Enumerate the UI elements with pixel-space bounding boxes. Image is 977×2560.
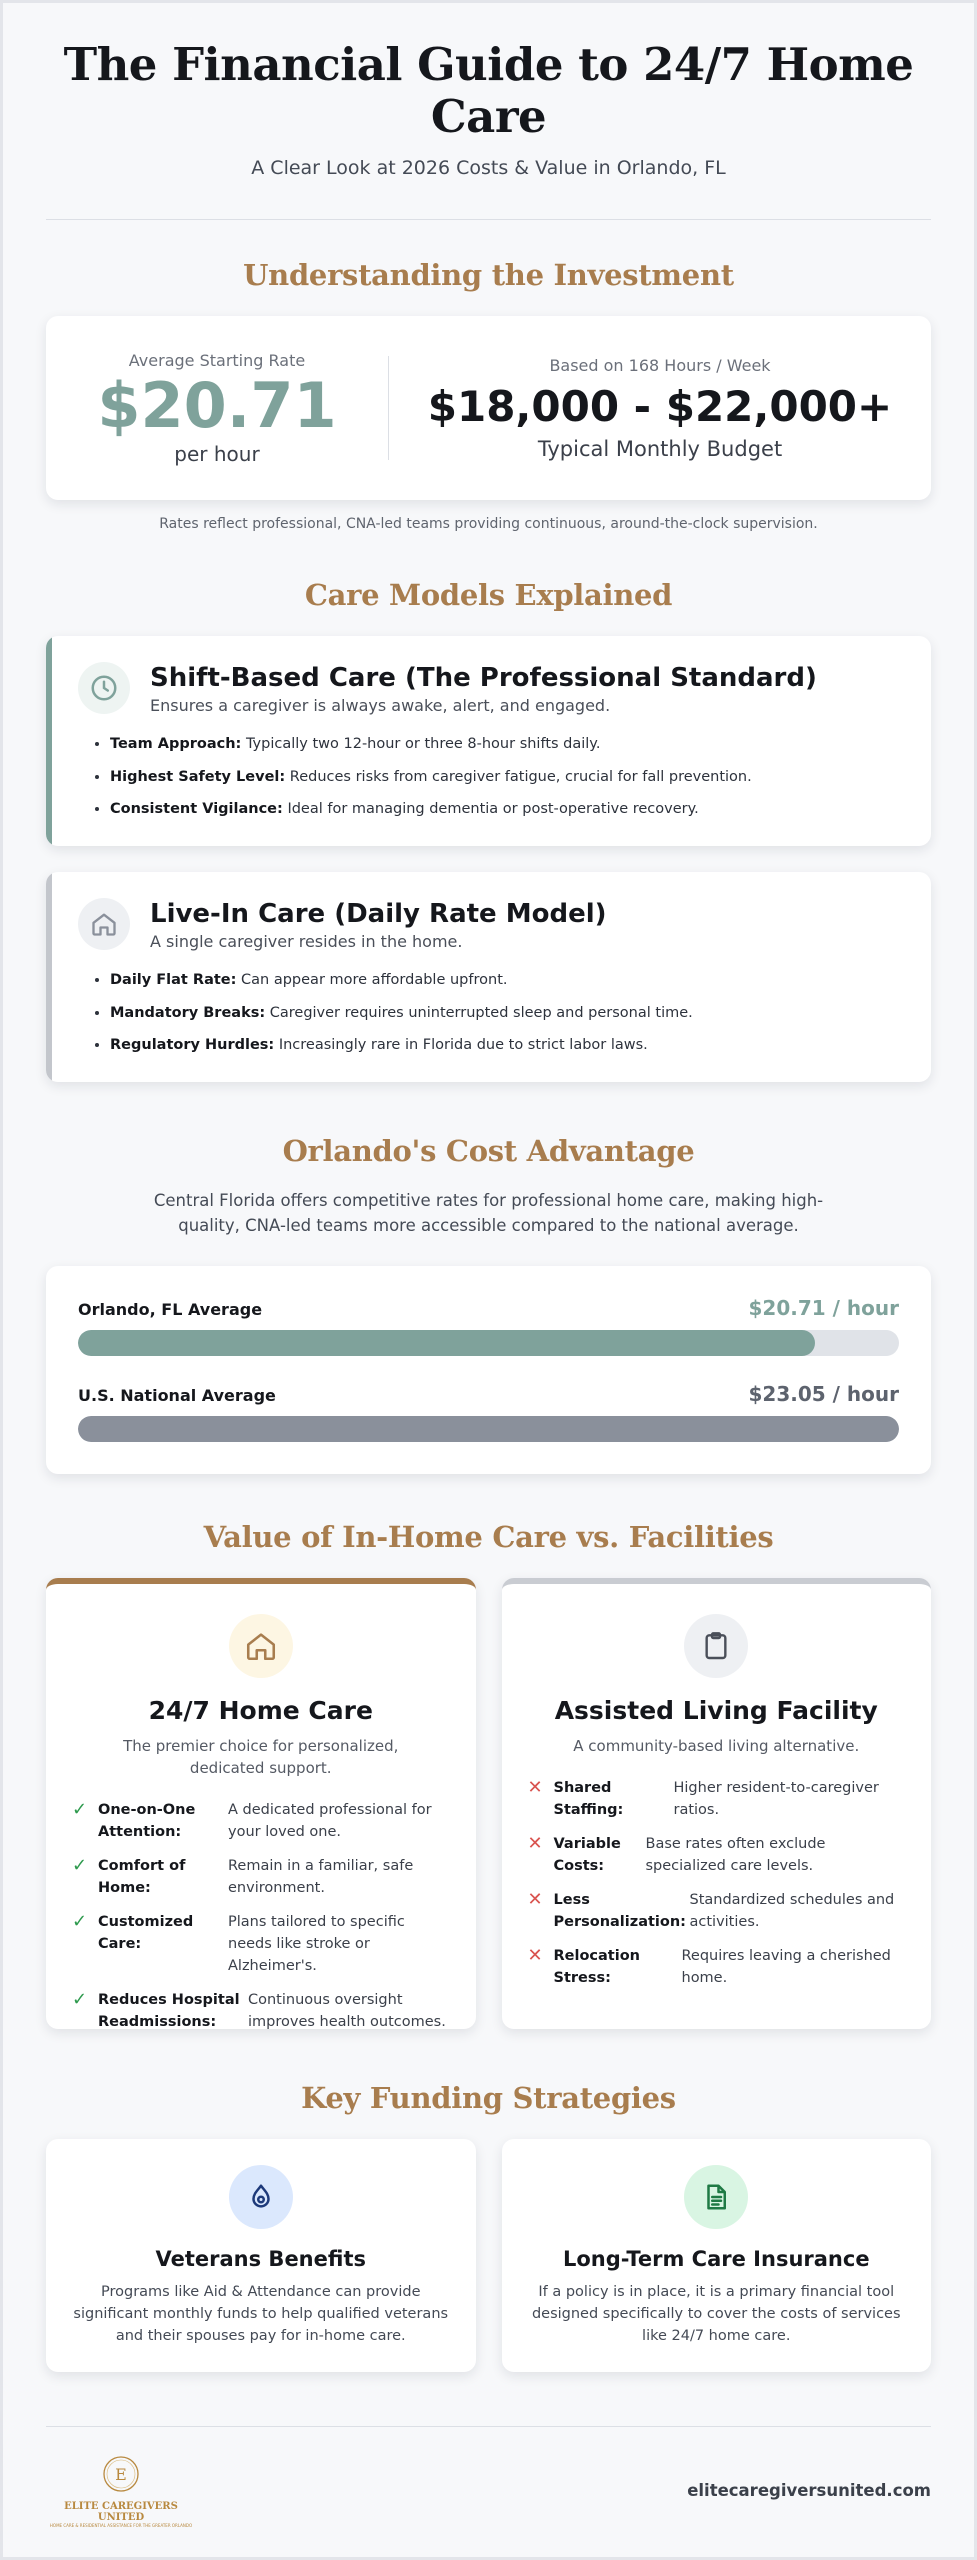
hourly-rate-block: Average Starting Rate $20.71 per hour bbox=[46, 351, 388, 466]
list-item: ✕ Relocation Stress: Requires leaving a … bbox=[527, 1945, 891, 1986]
shift-care-points: Team Approach: Typically two 12-hour or … bbox=[78, 735, 901, 818]
ltc-insurance-text: If a policy is in place, it is a primary… bbox=[531, 2284, 901, 2344]
list-item: ✓ Reduces Hospital Readmissions: Continu… bbox=[72, 1989, 446, 2030]
rate-unit: per hour bbox=[174, 441, 260, 466]
list-item: Consistent Vigilance: Ideal for managing… bbox=[110, 800, 901, 818]
check-icon: ✓ bbox=[72, 1799, 88, 1820]
live-in-care-tagline: A single caregiver resides in the home. bbox=[150, 932, 463, 951]
cost-advantage-title: Orlando's Cost Advantage bbox=[282, 1134, 695, 1168]
live-in-care-title: Live-In Care (Daily Rate Model) bbox=[150, 899, 607, 929]
list-item: Mandatory Breaks: Caregiver requires uni… bbox=[110, 1004, 901, 1022]
check-icon: ✓ bbox=[72, 1911, 88, 1932]
rate-comparison-card: Orlando, FL Average $20.71 / hour U.S. N… bbox=[46, 1266, 931, 1474]
clock-icon bbox=[78, 662, 130, 714]
page-header: The Financial Guide to 24/7 Home Care A … bbox=[46, 3, 931, 180]
orlando-rate-row: Orlando, FL Average $20.71 / hour bbox=[78, 1296, 899, 1356]
veterans-benefits-title: Veterans Benefits bbox=[155, 2247, 366, 2271]
orlando-rate-track bbox=[78, 1330, 899, 1356]
funding-title: Key Funding Strategies bbox=[301, 2081, 676, 2115]
monthly-budget-block: Based on 168 Hours / Week $18,000 - $22,… bbox=[389, 356, 931, 461]
list-item: Daily Flat Rate: Can appear more afforda… bbox=[110, 971, 901, 989]
care-models-title: Care Models Explained bbox=[304, 578, 673, 612]
investment-divider bbox=[388, 356, 389, 460]
budget-caption: Based on 168 Hours / Week bbox=[549, 355, 771, 375]
cross-icon: ✕ bbox=[527, 1777, 543, 1798]
national-rate-value: $23.05 / hour bbox=[748, 1382, 900, 1406]
hourly-rate-value: $20.71 bbox=[97, 368, 337, 442]
orlando-rate-value: $20.71 / hour bbox=[748, 1296, 900, 1320]
assisted-living-features: ✕ Shared Staffing: Higher resident-to-ca… bbox=[528, 1777, 906, 1989]
logo-tagline: HOME CARE & RESIDENTIAL ASSISTANCE FOR T… bbox=[49, 2523, 193, 2528]
value-comparison: 24/7 Home Care The premier choice for pe… bbox=[46, 1578, 931, 2030]
investment-title: Understanding the Investment bbox=[243, 258, 734, 292]
page-title: The Financial Guide to 24/7 Home Care bbox=[63, 38, 914, 143]
ltc-insurance-card: Long-Term Care Insurance If a policy is … bbox=[501, 2139, 931, 2372]
funding-section: Key Funding Strategies Veterans Benefits… bbox=[46, 2081, 931, 2372]
house-icon bbox=[228, 1614, 293, 1678]
check-icon: ✓ bbox=[72, 1855, 88, 1876]
national-rate-bar bbox=[78, 1416, 899, 1442]
cost-advantage-lead: Central Florida offers competitive rates… bbox=[153, 1191, 824, 1235]
veterans-benefits-card: Veterans Benefits Programs like Aid & At… bbox=[46, 2139, 476, 2372]
list-item: Regulatory Hurdles: Increasingly rare in… bbox=[110, 1036, 901, 1054]
orlando-rate-label: Orlando, FL Average bbox=[78, 1300, 263, 1319]
page-subtitle: A Clear Look at 2026 Costs & Value in Or… bbox=[251, 157, 726, 179]
home-care-card: 24/7 Home Care The premier choice for pe… bbox=[46, 1578, 476, 2030]
home-care-tagline: The premier choice for personalized, ded… bbox=[123, 1737, 399, 1777]
live-in-care-points: Daily Flat Rate: Can appear more afforda… bbox=[78, 971, 901, 1054]
rate-caption: Average Starting Rate bbox=[128, 350, 306, 370]
home-care-title: 24/7 Home Care bbox=[148, 1696, 373, 1725]
care-models-section: Care Models Explained Shift-Based Care (… bbox=[46, 578, 931, 1082]
list-item: ✕ Shared Staffing: Higher resident-to-ca… bbox=[527, 1777, 879, 1818]
national-rate-row: U.S. National Average $23.05 / hour bbox=[78, 1382, 899, 1442]
cost-advantage-section: Orlando's Cost Advantage Central Florida… bbox=[46, 1134, 931, 1474]
website-link[interactable]: elitecaregiversunited.com bbox=[687, 2481, 931, 2500]
list-item: ✓ Comfort of Home: Remain in a familiar,… bbox=[72, 1855, 414, 1896]
assisted-living-tagline: A community-based living alternative. bbox=[573, 1737, 860, 1755]
cross-icon: ✕ bbox=[527, 1833, 543, 1854]
clipboard-icon bbox=[684, 1614, 749, 1678]
shift-care-title: Shift-Based Care (The Professional Stand… bbox=[150, 663, 817, 693]
national-rate-track bbox=[78, 1416, 899, 1442]
ltc-insurance-title: Long-Term Care Insurance bbox=[562, 2247, 870, 2271]
shift-care-card: Shift-Based Care (The Professional Stand… bbox=[46, 636, 931, 846]
assisted-living-title: Assisted Living Facility bbox=[554, 1696, 878, 1725]
national-rate-label: U.S. National Average bbox=[78, 1386, 276, 1405]
funding-cards: Veterans Benefits Programs like Aid & At… bbox=[46, 2139, 931, 2372]
header-divider bbox=[46, 219, 931, 220]
check-icon: ✓ bbox=[72, 1989, 88, 2010]
svg-text:E: E bbox=[115, 2465, 127, 2484]
logo-emblem-icon: E bbox=[103, 2456, 139, 2492]
footer-divider bbox=[46, 2426, 931, 2427]
live-in-care-card: Live-In Care (Daily Rate Model) A single… bbox=[46, 872, 931, 1082]
medal-icon bbox=[228, 2165, 293, 2229]
list-item: ✓ One-on-One Attention: A dedicated prof… bbox=[72, 1799, 432, 1840]
home-care-features: ✓ One-on-One Attention: A dedicated prof… bbox=[72, 1799, 450, 2033]
list-item: ✕ Variable Costs: Base rates often exclu… bbox=[527, 1833, 826, 1874]
budget-label: Typical Monthly Budget bbox=[537, 436, 783, 461]
cross-icon: ✕ bbox=[527, 1945, 543, 1966]
investment-note: Rates reflect professional, CNA-led team… bbox=[159, 516, 818, 532]
shift-care-tagline: Ensures a caregiver is always awake, ale… bbox=[150, 696, 611, 715]
orlando-rate-bar bbox=[78, 1330, 816, 1356]
house-icon bbox=[78, 898, 130, 950]
page-footer: E ELITE CAREGIVERS UNITED HOME CARE & RE… bbox=[46, 2453, 931, 2528]
company-logo[interactable]: E ELITE CAREGIVERS UNITED HOME CARE & RE… bbox=[46, 2453, 196, 2528]
value-title: Value of In-Home Care vs. Facilities bbox=[203, 1520, 774, 1554]
logo-name: ELITE CAREGIVERS UNITED bbox=[64, 2501, 178, 2523]
list-item: Highest Safety Level: Reduces risks from… bbox=[110, 768, 901, 786]
cross-icon: ✕ bbox=[527, 1889, 543, 1910]
investment-card: Average Starting Rate $20.71 per hour Ba… bbox=[46, 316, 931, 500]
value-section: Value of In-Home Care vs. Facilities 24/… bbox=[46, 1520, 931, 2030]
list-item: ✕ Less Personalization: Standardized sch… bbox=[527, 1889, 895, 1930]
monthly-budget-value: $18,000 - $22,000+ bbox=[427, 381, 893, 431]
document-icon bbox=[684, 2165, 749, 2229]
list-item: ✓ Customized Care: Plans tailored to spe… bbox=[72, 1911, 405, 1974]
list-item: Team Approach: Typically two 12-hour or … bbox=[110, 735, 901, 753]
assisted-living-card: Assisted Living Facility A community-bas… bbox=[501, 1578, 931, 2029]
veterans-benefits-text: Programs like Aid & Attendance can provi… bbox=[73, 2284, 449, 2344]
investment-section: Understanding the Investment Average Sta… bbox=[46, 258, 931, 532]
